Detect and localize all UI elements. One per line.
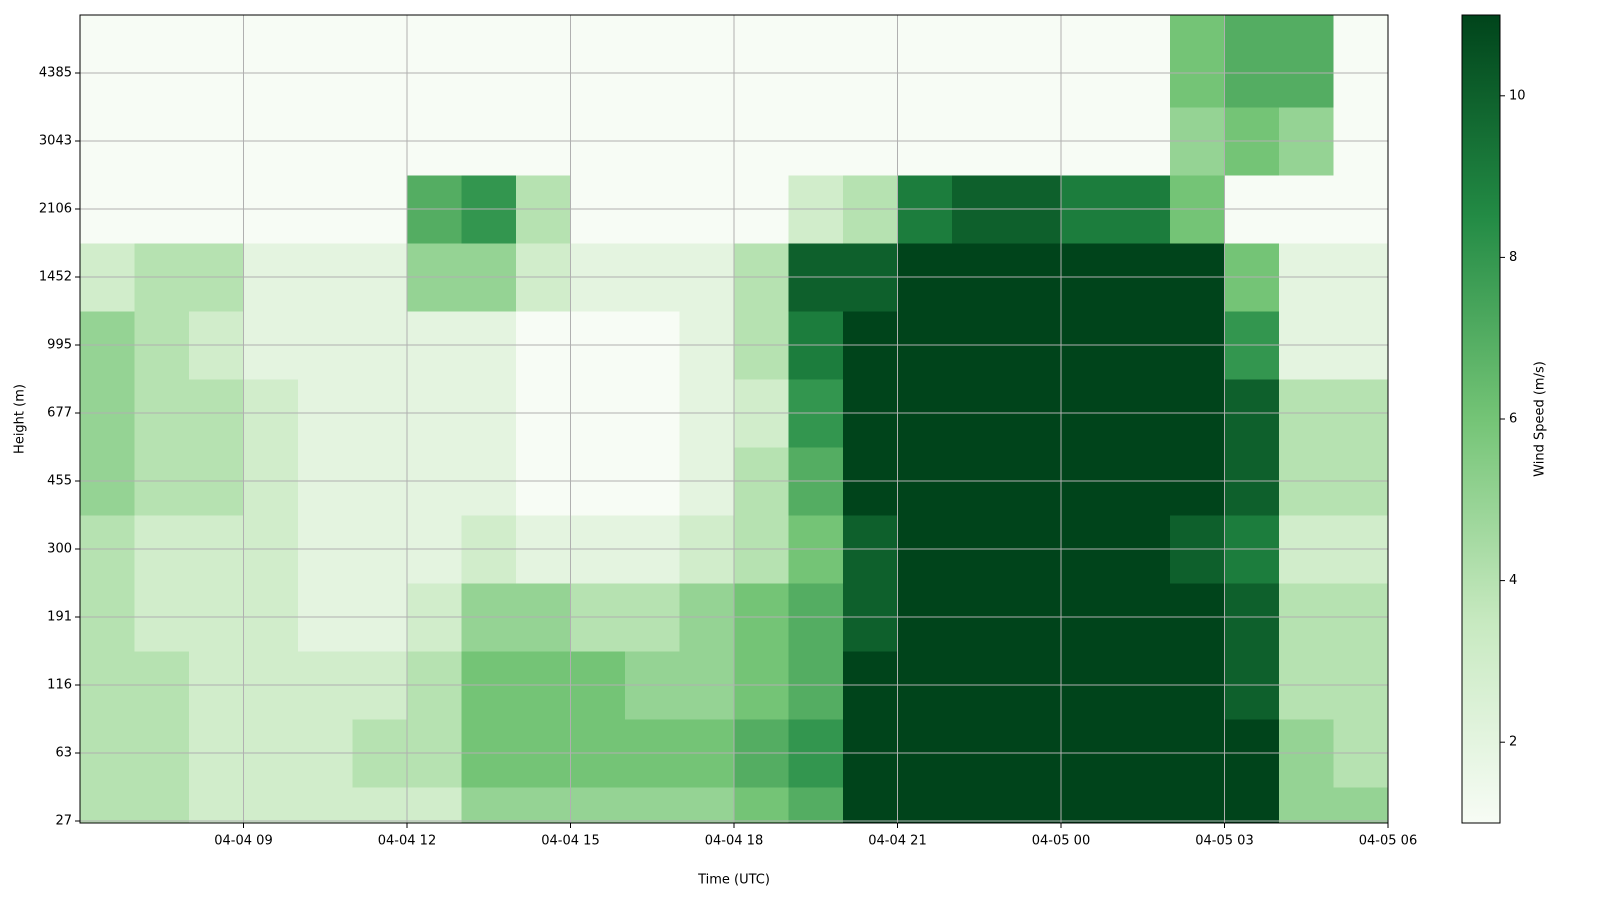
colorbar-tick-label: 8: [1509, 250, 1517, 265]
heatmap-cell: [516, 787, 571, 824]
heatmap-cell: [570, 787, 626, 824]
y-tick-label: 63: [55, 746, 72, 761]
heatmap-cell: [80, 15, 135, 108]
y-tick-label: 3043: [39, 134, 72, 149]
heatmap-cell: [897, 15, 953, 108]
x-axis-label: Time (UTC): [697, 873, 770, 888]
heatmap-cell: [1115, 15, 1171, 108]
colorbar-tick-label: 10: [1509, 88, 1526, 103]
heatmap-cell: [1006, 787, 1062, 824]
heatmap-cell: [788, 787, 844, 824]
x-tick-label: 04-04 18: [705, 834, 763, 849]
heatmap-cell: [461, 787, 517, 824]
heatmap-cell: [788, 15, 844, 108]
heatmap-cell: [952, 15, 1007, 108]
heatmap-cell: [189, 15, 244, 108]
x-tick-label: 04-05 03: [1195, 834, 1253, 849]
heatmap-cell: [1061, 787, 1116, 824]
heatmap-cell: [1006, 15, 1062, 108]
heatmap-cell: [189, 787, 244, 824]
heatmap-cell: [1170, 787, 1225, 824]
colorbar-tick-label: 4: [1509, 573, 1517, 588]
heatmap-cell: [843, 787, 898, 824]
heatmap-cell: [407, 787, 462, 824]
heatmap-cell: [298, 787, 353, 824]
heatmap-cell: [843, 15, 898, 108]
colorbar-tick-label: 2: [1509, 735, 1517, 750]
y-tick-label: 455: [47, 474, 72, 489]
colorbar: [1461, 14, 1501, 824]
heatmap-cell: [625, 787, 680, 824]
heatmap-cell: [734, 787, 789, 824]
heatmap-cell: [625, 15, 680, 108]
heatmap-cell: [952, 787, 1007, 824]
heatmap-cell: [243, 15, 299, 108]
x-tick-label: 04-04 15: [541, 834, 599, 849]
colorbar-tick-label: 6: [1509, 412, 1517, 427]
heatmap-cell: [1224, 15, 1280, 108]
heatmap-cell: [679, 15, 735, 108]
heatmap-cell: [1279, 787, 1334, 824]
heatmap-cell: [80, 787, 135, 824]
heatmap-cell: [1170, 15, 1225, 108]
heatmap-cell: [1224, 787, 1280, 824]
x-tick-label: 04-04 09: [214, 834, 272, 849]
y-tick-label: 300: [47, 542, 72, 557]
heatmap-cell: [352, 15, 408, 108]
heatmap-cell: [1061, 15, 1116, 108]
heatmap-cell: [1115, 787, 1171, 824]
heatmap-cell: [461, 15, 517, 108]
heatmap-cell: [298, 15, 353, 108]
heatmap-cell: [570, 15, 626, 108]
heatmap-cell: [897, 787, 953, 824]
heatmap-cell: [679, 787, 735, 824]
x-tick-label: 04-05 06: [1359, 834, 1417, 849]
heatmap-cell: [734, 15, 789, 108]
x-tick-label: 04-04 12: [378, 834, 436, 849]
y-tick-label: 27: [55, 814, 72, 829]
y-tick-label: 116: [47, 678, 72, 693]
heatmap-cell: [516, 15, 571, 108]
y-tick-label: 677: [47, 406, 72, 421]
heatmap-cell: [134, 15, 190, 108]
heatmap-cell: [352, 787, 408, 824]
heatmap-cell: [134, 787, 190, 824]
plot-frame: [79, 14, 1389, 824]
y-tick-label: 995: [47, 338, 72, 353]
y-tick-label: 1452: [39, 270, 72, 285]
heatmap-cell: [243, 787, 299, 824]
colorbar-label: Wind Speed (m/s): [1533, 361, 1548, 477]
x-tick-label: 04-04 21: [868, 834, 926, 849]
x-tick-label: 04-05 00: [1032, 834, 1090, 849]
y-tick-label: 4385: [39, 66, 72, 81]
y-tick-label: 191: [47, 610, 72, 625]
y-axis-label: Height (m): [13, 384, 28, 454]
heatmap-cell: [1279, 15, 1334, 108]
heatmap-cell: [1333, 15, 1389, 108]
heatmap-cell: [1333, 787, 1389, 824]
heatmap-cell: [407, 15, 462, 108]
y-tick-label: 2106: [39, 202, 72, 217]
